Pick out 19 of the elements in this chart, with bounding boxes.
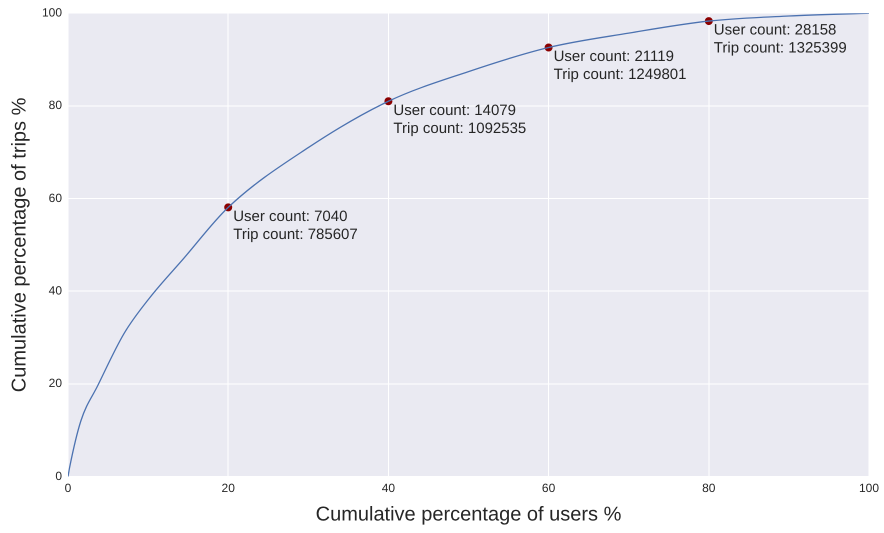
x-tick-label: 100 (858, 481, 880, 496)
annotation: User count: 21119 Trip count: 1249801 (554, 48, 686, 84)
annotation: User count: 28158 Trip count: 1325399 (714, 22, 847, 57)
annotation: User count: 14079 Trip count: 1092535 (393, 102, 526, 137)
y-tick-label: 0 (55, 468, 62, 483)
x-tick-label: 60 (542, 481, 556, 496)
x-tick-label: 80 (702, 481, 716, 496)
y-tick-label: 100 (42, 6, 62, 20)
x-axis-title: Cumulative percentage of users % (316, 504, 622, 526)
y-tick-label: 40 (48, 284, 62, 298)
y-tick-label: 80 (48, 98, 62, 112)
y-axis-title: Cumulative percentage of trips % (8, 97, 31, 392)
x-tick-label: 0 (64, 481, 72, 496)
y-tick-label: 20 (48, 376, 62, 390)
line-series (68, 13, 869, 477)
annotation: User count: 7040 Trip count: 785607 (233, 208, 358, 244)
x-tick-label: 20 (222, 481, 236, 496)
y-tick-label: 60 (48, 190, 62, 205)
x-tick-label: 40 (382, 481, 396, 496)
